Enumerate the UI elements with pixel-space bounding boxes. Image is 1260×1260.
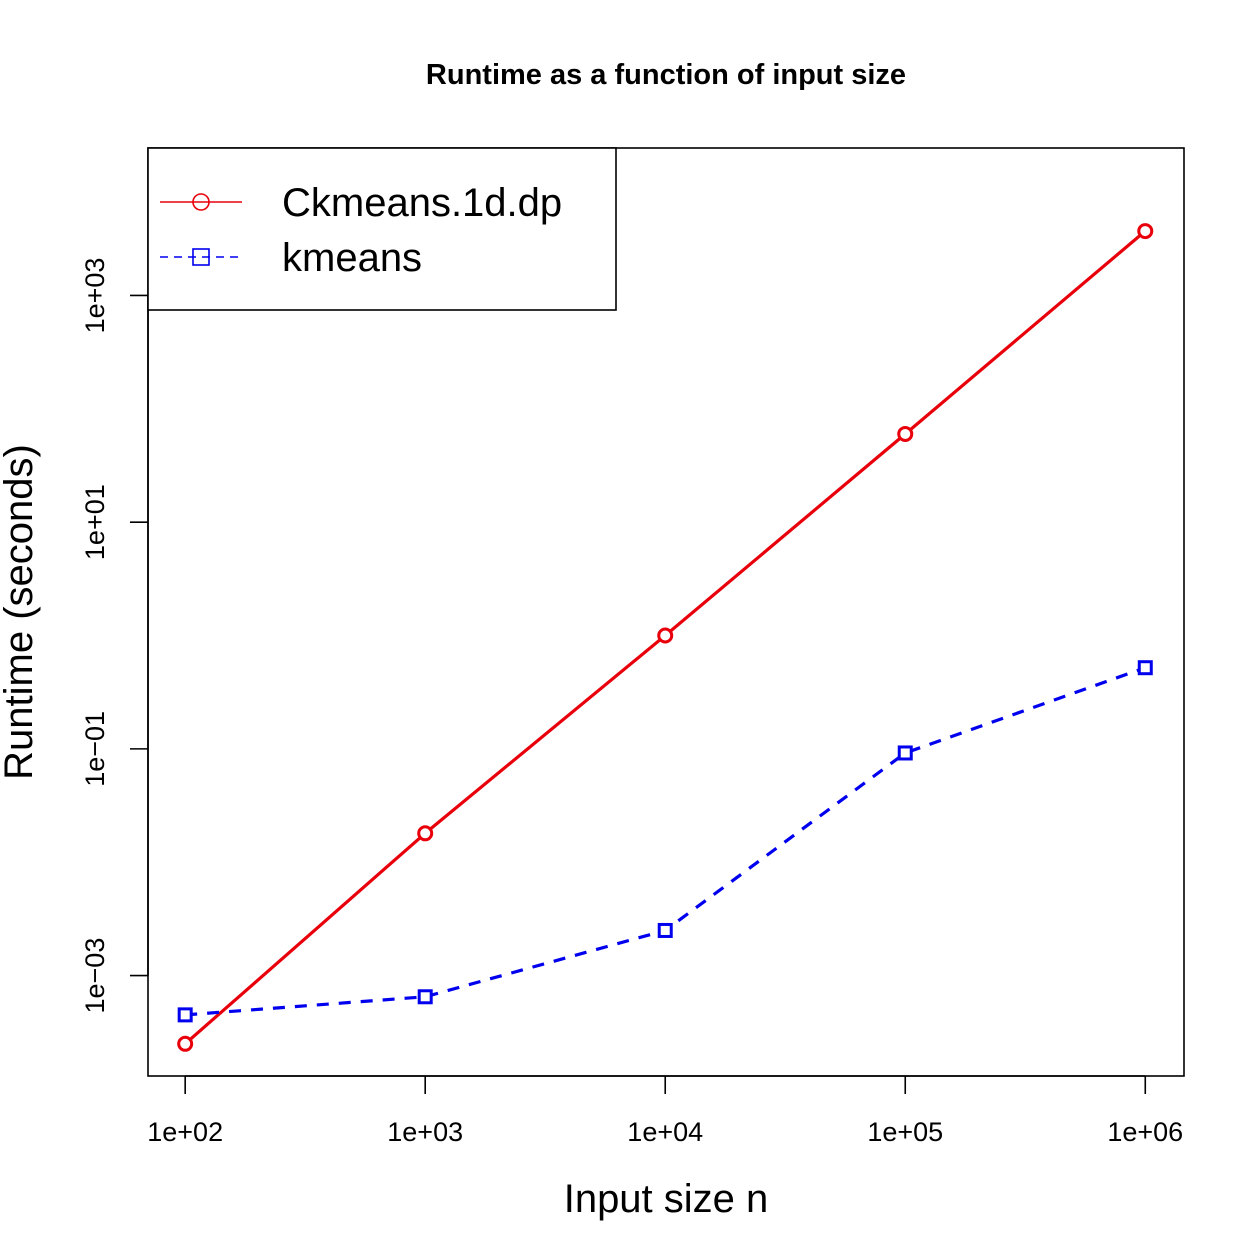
y-tick-label: 1e−01 <box>80 711 110 787</box>
series-line-kmeans <box>185 666 1146 1017</box>
x-tick-label: 1e+04 <box>627 1117 703 1147</box>
series-layer <box>177 223 1154 1052</box>
data-point-ckmeans-1d-dp <box>1137 223 1154 240</box>
legend: Ckmeans.1d.dp kmeans <box>147 147 617 311</box>
x-axis-label: Input size n <box>564 1177 769 1221</box>
legend-marker-kmeans <box>192 248 210 266</box>
legend-box <box>147 147 617 311</box>
x-tick-label: 1e+03 <box>387 1117 463 1147</box>
y-tick-label: 1e−03 <box>80 938 110 1014</box>
series-ckmeans-1d-dp <box>177 223 1154 1052</box>
data-point-ckmeans-1d-dp <box>657 627 674 644</box>
y-axis-label: Runtime (seconds) <box>0 444 41 780</box>
data-point-kmeans <box>1137 660 1153 676</box>
legend-label-ckmeans: Ckmeans.1d.dp <box>282 181 562 225</box>
y-axis: 1e−03 1e−01 1e+01 1e+03 <box>80 258 149 1014</box>
series-kmeans <box>177 660 1153 1023</box>
data-point-ckmeans-1d-dp <box>897 425 914 442</box>
data-point-kmeans <box>657 922 673 938</box>
chart-title: Runtime as a function of input size <box>426 59 906 91</box>
y-tick-label: 1e+03 <box>80 258 110 334</box>
legend-marker-ckmeans <box>192 193 210 211</box>
x-axis: 1e+02 1e+03 1e+04 1e+05 1e+06 <box>147 1075 1183 1147</box>
data-point-kmeans <box>177 1007 193 1023</box>
x-tick-label: 1e+06 <box>1107 1117 1183 1147</box>
data-point-kmeans <box>417 989 433 1005</box>
data-point-ckmeans-1d-dp <box>177 1035 194 1052</box>
legend-label-kmeans: kmeans <box>282 236 422 280</box>
x-tick-label: 1e+05 <box>867 1117 943 1147</box>
data-point-kmeans <box>897 745 913 761</box>
data-point-ckmeans-1d-dp <box>417 825 434 842</box>
x-tick-label: 1e+02 <box>147 1117 223 1147</box>
y-tick-label: 1e+01 <box>80 484 110 560</box>
